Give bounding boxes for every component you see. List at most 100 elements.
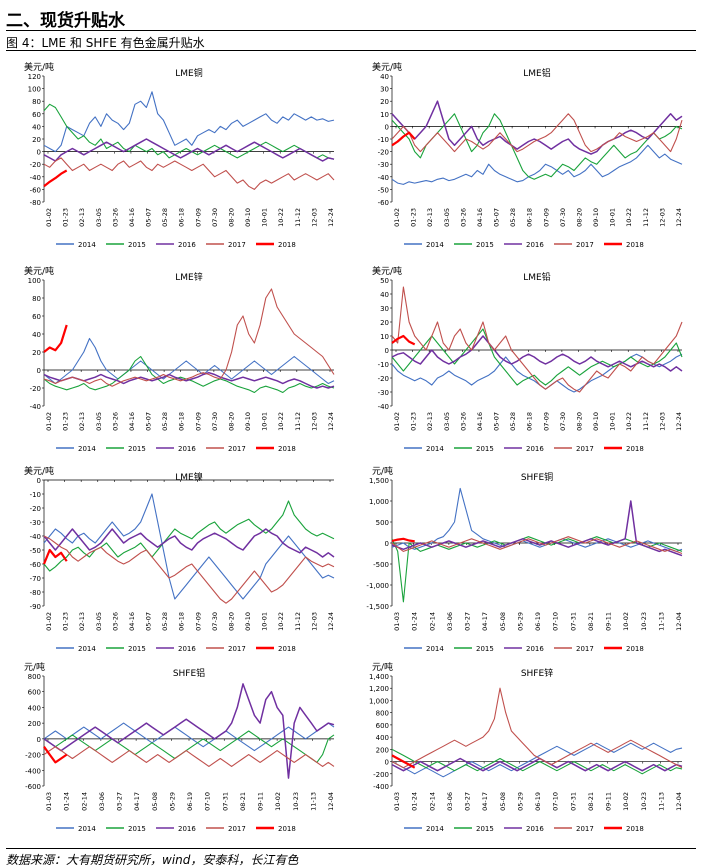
chart-lme-nickel: 美元/吨 LME镍 -90 -80 -70 -60 -50 -40 -30 -20 -10 0 01-0… xyxy=(24,465,335,653)
x-tick-label: 05-28 xyxy=(161,412,169,431)
y-tick-label: 1,200 xyxy=(369,685,389,693)
y-tick-label: -60 xyxy=(30,561,41,569)
legend-label-2014: 2014 xyxy=(426,445,444,453)
y-tick-label: -1,000 xyxy=(366,582,389,590)
x-tick-label: 10-01 xyxy=(261,208,269,227)
chart-title: LME铝 xyxy=(523,67,550,79)
x-tick-label: 10-02 xyxy=(274,792,282,811)
legend-label-2018: 2018 xyxy=(626,645,644,653)
x-tick-label: 07-31 xyxy=(569,792,577,811)
x-tick-label: 10-01 xyxy=(609,412,617,431)
series-line-2018 xyxy=(391,131,416,147)
series-line-2017 xyxy=(43,535,335,604)
x-tick-label: 12-24 xyxy=(327,208,335,227)
y-tick-label: -1,500 xyxy=(366,603,389,611)
series-line-2018 xyxy=(43,746,68,764)
legend-label-2016: 2016 xyxy=(526,241,544,249)
x-tick-label: 10-01 xyxy=(261,612,269,631)
x-tick-label: 10-23 xyxy=(292,792,300,811)
y-tick-label: 80 xyxy=(32,98,41,106)
x-tick-label: 03-26 xyxy=(111,412,119,431)
title-divider xyxy=(6,30,696,31)
y-tick-label: -500 xyxy=(373,561,389,569)
x-tick-label: 09-10 xyxy=(592,412,600,431)
x-tick-label: 01-02 xyxy=(45,412,53,431)
x-tick-label: 10-02 xyxy=(622,612,630,631)
x-tick-label: 06-18 xyxy=(178,208,186,227)
x-tick-label: 11-13 xyxy=(309,792,317,811)
y-tick-label: 0 xyxy=(385,759,389,767)
y-tick-label: -20 xyxy=(30,161,41,169)
x-tick-label: 01-23 xyxy=(410,208,418,227)
series-line-2015 xyxy=(391,328,683,386)
series-line-2014 xyxy=(43,722,335,752)
x-tick-label: 01-03 xyxy=(393,612,401,631)
x-tick-label: 03-26 xyxy=(111,612,119,631)
x-tick-label: 06-19 xyxy=(534,792,542,811)
y-tick-label: -60 xyxy=(378,199,389,207)
series-line-2016 xyxy=(43,683,335,779)
legend-label-2014: 2014 xyxy=(426,241,444,249)
y-tick-label: 200 xyxy=(28,720,41,728)
x-tick-label: 09-10 xyxy=(244,208,252,227)
legend-label-2016: 2016 xyxy=(178,241,196,249)
y-tick-label: -20 xyxy=(378,149,389,157)
chart-shfe-copper: 元/吨 SHFE铜 -1,500 -1,000 -500 0 500 1,000 1,500 01… xyxy=(366,465,683,653)
figure-caption: 图 4：LME 和 SHFE 有色金属升贴水 xyxy=(6,36,205,50)
series-line-2016 xyxy=(391,100,683,155)
y-tick-label: 0 xyxy=(385,123,389,131)
x-tick-label: 11-13 xyxy=(657,792,665,811)
y-tick-label: 1,400 xyxy=(369,673,389,681)
legend-label-2014: 2014 xyxy=(78,241,96,249)
y-tick-label: -200 xyxy=(373,771,389,779)
legend-label-2016: 2016 xyxy=(526,445,544,453)
y-unit-label: 美元/吨 xyxy=(372,265,402,277)
x-tick-label: 06-18 xyxy=(178,612,186,631)
x-tick-label: 01-02 xyxy=(45,208,53,227)
x-tick-label: 02-14 xyxy=(428,612,436,631)
chart-title: LME镍 xyxy=(175,471,202,483)
x-tick-label: 08-21 xyxy=(587,792,595,811)
legend-label-2015: 2015 xyxy=(476,241,494,249)
y-tick-label: -200 xyxy=(25,752,41,760)
x-tick-label: 05-28 xyxy=(509,412,517,431)
series-line-2015 xyxy=(391,748,683,775)
x-tick-label: 12-03 xyxy=(658,412,666,431)
x-tick-label: 05-29 xyxy=(168,792,176,811)
x-tick-label: 09-11 xyxy=(605,792,613,811)
y-tick-label: -90 xyxy=(30,603,41,611)
series-line-2014 xyxy=(391,144,683,185)
y-tick-label: 0 xyxy=(37,367,41,375)
legend-label-2015: 2015 xyxy=(128,241,146,249)
x-tick-label: 01-23 xyxy=(62,612,70,631)
y-tick-label: -30 xyxy=(378,161,389,169)
y-tick-label: -10 xyxy=(378,361,389,369)
y-tick-label: -40 xyxy=(378,174,389,182)
series-line-2016 xyxy=(391,500,683,557)
y-tick-label: 20 xyxy=(380,319,389,327)
legend-label-2017: 2017 xyxy=(576,241,594,249)
x-tick-label: 10-22 xyxy=(277,208,285,227)
y-unit-label: 美元/吨 xyxy=(372,61,402,73)
y-unit-label: 元/吨 xyxy=(372,661,393,673)
x-tick-label: 03-27 xyxy=(464,792,472,811)
x-tick-label: 01-02 xyxy=(45,612,53,631)
series-line-2016 xyxy=(43,371,335,389)
x-tick-label: 07-09 xyxy=(194,612,202,631)
x-tick-label: 10-22 xyxy=(277,412,285,431)
series-line-2014 xyxy=(391,487,683,552)
legend-label-2016: 2016 xyxy=(178,825,196,833)
x-tick-label: 02-13 xyxy=(78,412,86,431)
y-tick-label: 30 xyxy=(380,305,389,313)
x-tick-label: 01-03 xyxy=(45,792,53,811)
y-unit-label: 元/吨 xyxy=(372,465,393,477)
x-tick-label: 04-16 xyxy=(476,208,484,227)
x-tick-label: 06-18 xyxy=(526,208,534,227)
series-line-2017 xyxy=(391,687,683,769)
legend-label-2018: 2018 xyxy=(626,241,644,249)
x-tick-label: 04-16 xyxy=(476,412,484,431)
caption-divider xyxy=(6,50,696,51)
x-tick-label: 04-16 xyxy=(128,412,136,431)
y-tick-label: -400 xyxy=(25,767,41,775)
x-tick-label: 03-27 xyxy=(464,612,472,631)
